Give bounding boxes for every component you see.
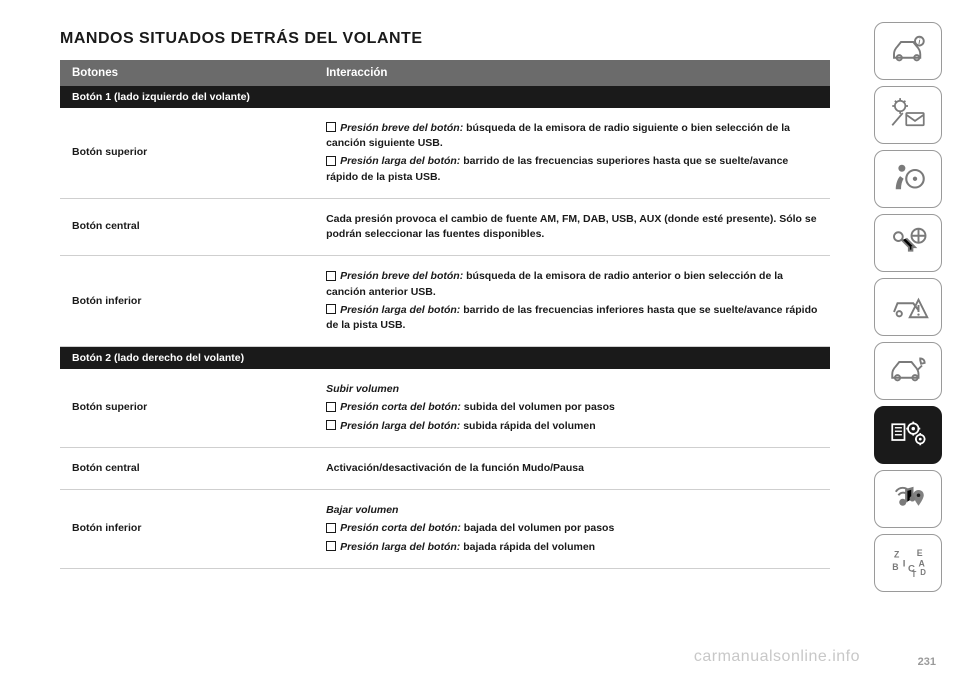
header-col-interaccion: Interacción (314, 60, 830, 86)
interaction-cell: Bajar volumen Presión corta del botón: ba… (314, 490, 830, 569)
interaction-line: Presión larga del botón: bajada rápida d… (326, 540, 818, 555)
interaction-cell: Cada presión provoca el cambio de fuente… (314, 198, 830, 255)
section-heading-row: Botón 1 (lado izquierdo del volante) (60, 86, 830, 108)
bullet-icon (326, 541, 336, 551)
interaction-cell: Presión breve del botón: búsqueda de la … (314, 256, 830, 347)
table-row: Botón superior Subir volumen Presión corta… (60, 369, 830, 447)
airbag-icon (887, 158, 929, 201)
sidebar-tab-car-info[interactable]: i (874, 22, 942, 80)
interaction-bold: Presión breve del botón: (340, 122, 463, 134)
interaction-bold: Presión larga del botón: (340, 541, 460, 553)
interaction-text: Cada presión provoca el cambio de fuente… (326, 213, 816, 240)
lights-mail-icon (887, 94, 929, 137)
button-label-cell: Botón inferior (60, 490, 314, 569)
svg-text:D: D (920, 568, 926, 577)
svg-text:I: I (903, 558, 906, 569)
sidebar-tab-car-service[interactable] (874, 342, 942, 400)
car-info-icon: i (887, 30, 929, 73)
page-content: MANDOS SITUADOS DETRÁS DEL VOLANTE Boton… (60, 30, 830, 569)
sidebar-tab-lights-mail[interactable] (874, 86, 942, 144)
interaction-line: Bajar volumen (326, 503, 818, 518)
sidebar-tab-alphabet[interactable]: ZEBAICTD (874, 534, 942, 592)
key-wheel-icon (887, 222, 929, 265)
interaction-line: Activación/desactivación de la función M… (326, 461, 818, 476)
bullet-icon (326, 271, 336, 281)
table-row: Botón central Activación/desactivación de… (60, 447, 830, 489)
table-row: Botón superior Presión breve del botón: b… (60, 108, 830, 198)
interaction-line: Subir volumen (326, 382, 818, 397)
interaction-text: bajada rápida del volumen (460, 541, 595, 553)
interaction-line: Presión corta del botón: bajada del volu… (326, 521, 818, 536)
svg-text:A: A (919, 558, 926, 568)
settings-gears-icon (887, 414, 929, 457)
svg-text:B: B (892, 561, 898, 571)
bullet-icon (326, 402, 336, 412)
section-heading: Botón 1 (lado izquierdo del volante) (60, 86, 830, 108)
bullet-icon (326, 122, 336, 132)
section-heading-row: Botón 2 (lado derecho del volante) (60, 347, 830, 370)
interaction-bold: Presión breve del botón: (340, 270, 463, 282)
interaction-text: subida rápida del volumen (460, 420, 595, 432)
interaction-bold: Bajar volumen (326, 504, 398, 516)
svg-text:E: E (917, 547, 923, 557)
interaction-cell: Activación/desactivación de la función M… (314, 447, 830, 489)
interaction-line: Presión corta del botón: subida del volu… (326, 400, 818, 415)
interaction-text: Activación/desactivación de la función M… (326, 462, 584, 474)
bullet-icon (326, 420, 336, 430)
watermark-text: carmanualsonline.info (694, 648, 860, 666)
table-row: Botón central Cada presión provoca el cam… (60, 198, 830, 255)
interaction-bold: Subir volumen (326, 383, 399, 395)
interaction-line: Presión larga del botón: barrido de las … (326, 303, 818, 333)
bullet-icon (326, 156, 336, 166)
media-nav-icon (887, 478, 929, 521)
interaction-line: Presión breve del botón: búsqueda de la … (326, 121, 818, 151)
bullet-icon (326, 523, 336, 533)
bullet-icon (326, 304, 336, 314)
interaction-bold: Presión larga del botón: (340, 304, 460, 316)
sidebar-tab-settings-gears[interactable] (874, 406, 942, 464)
interaction-bold: Presión larga del botón: (340, 420, 460, 432)
page-title: MANDOS SITUADOS DETRÁS DEL VOLANTE (60, 30, 830, 48)
interaction-line: Presión larga del botón: subida rápida d… (326, 419, 818, 434)
button-label-cell: Botón central (60, 198, 314, 255)
interaction-line: Presión breve del botón: búsqueda de la … (326, 269, 818, 299)
car-warning-icon (887, 286, 929, 329)
alphabet-icon: ZEBAICTD (887, 542, 929, 585)
sidebar-tab-airbag[interactable] (874, 150, 942, 208)
svg-text:T: T (912, 569, 917, 578)
svg-text:Z: Z (894, 549, 900, 559)
controls-table: BotonesInteracciónBotón 1 (lado izquierd… (60, 60, 830, 569)
sidebar-tab-media-nav[interactable] (874, 470, 942, 528)
sidebar-tab-car-warning[interactable] (874, 278, 942, 336)
section-heading: Botón 2 (lado derecho del volante) (60, 347, 830, 370)
button-label-cell: Botón superior (60, 108, 314, 198)
table-header-row: BotonesInteracción (60, 60, 830, 86)
table-row: Botón inferior Presión breve del botón: b… (60, 256, 830, 347)
interaction-line: Cada presión provoca el cambio de fuente… (326, 212, 818, 242)
interaction-cell: Presión breve del botón: búsqueda de la … (314, 108, 830, 198)
interaction-text: subida del volumen por pasos (461, 401, 615, 413)
header-col-botones: Botones (60, 60, 314, 86)
interaction-bold: Presión corta del botón: (340, 522, 461, 534)
button-label-cell: Botón inferior (60, 256, 314, 347)
sidebar-nav: iZEBAICTD (874, 22, 942, 592)
interaction-cell: Subir volumen Presión corta del botón: su… (314, 369, 830, 447)
interaction-line: Presión larga del botón: barrido de las … (326, 154, 818, 184)
button-label-cell: Botón superior (60, 369, 314, 447)
interaction-bold: Presión corta del botón: (340, 401, 461, 413)
car-service-icon (887, 350, 929, 393)
interaction-bold: Presión larga del botón: (340, 155, 460, 167)
interaction-text: bajada del volumen por pasos (461, 522, 614, 534)
page-number: 231 (918, 656, 936, 668)
table-row: Botón inferior Bajar volumen Presión corta… (60, 490, 830, 569)
sidebar-tab-key-wheel[interactable] (874, 214, 942, 272)
button-label-cell: Botón central (60, 447, 314, 489)
